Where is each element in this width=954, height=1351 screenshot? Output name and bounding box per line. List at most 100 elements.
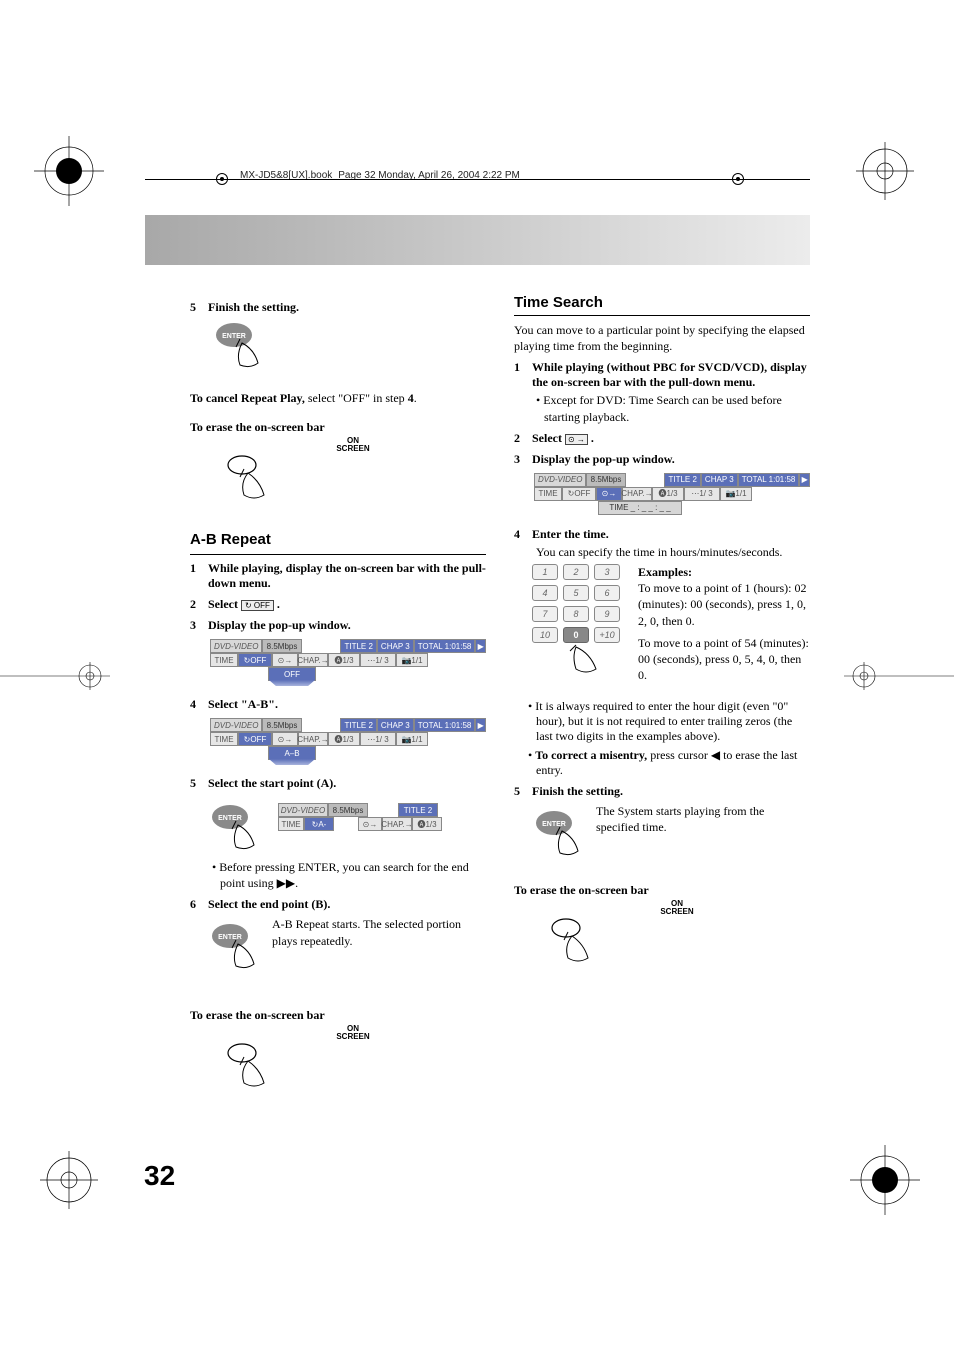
time-step-1-bullet: Except for DVD: Time Search can be used …	[536, 392, 810, 424]
ab-step-5-text: Select the start point (A).	[208, 776, 336, 791]
examples-block: Examples: To move to a point of 1 (hours…	[638, 564, 810, 687]
ab-step-6: 6 Select the end point (B).	[190, 897, 486, 912]
ab-step-4-text: Select "A-B".	[208, 697, 278, 712]
enter-press-graphic-2: ENTER	[210, 803, 260, 849]
key-2[interactable]: 2	[563, 564, 589, 580]
onscreen-label-2: ONSCREEN	[220, 1025, 486, 1041]
keypad-col: 1 2 3 4 5 6 7 8 9 10 0 +10	[532, 564, 620, 687]
time-step-2: 2 Select ⊙ → .	[514, 431, 810, 446]
examples-title: Examples:	[638, 564, 810, 580]
ab-step-3-text: Display the pop-up window.	[208, 618, 351, 633]
header-rule	[145, 179, 810, 180]
osd1-bitrate: 8.5Mbps	[262, 639, 301, 653]
onscreen-press-1	[220, 455, 280, 507]
example-1: To move to a point of 1 (hours): 02 (min…	[638, 580, 810, 629]
time-intro: You can move to a particular point by sp…	[514, 322, 810, 354]
time-step-2-text: Select ⊙ → .	[532, 431, 594, 446]
time-step-4-text: Enter the time.	[532, 527, 609, 542]
side-reg-left	[0, 656, 110, 696]
side-reg-right	[844, 656, 954, 696]
osd1-dvdvideo: DVD-VIDEO	[210, 639, 262, 653]
key-10[interactable]: 10	[532, 627, 558, 643]
key-3[interactable]: 3	[594, 564, 620, 580]
osd1-audio: 🅐 1/3	[328, 653, 360, 667]
time-step-3: 3 Display the pop-up window.	[514, 452, 810, 467]
ab-rule	[190, 554, 486, 555]
time-step-1: 1 While playing (without PBC for SVCD/VC…	[514, 360, 810, 390]
osd1-sub: ⋯ 1/ 3	[360, 653, 396, 667]
osd1-time: TIME	[210, 653, 238, 667]
osd1-total: TOTAL 1:01:58	[414, 639, 476, 653]
osd1-title: TITLE 2	[340, 639, 376, 653]
osd1-popup-off: OFF	[268, 667, 316, 681]
osd1-angle: 📷 1/1	[396, 653, 428, 667]
ab-step-1-text: While playing, display the on-screen bar…	[208, 561, 486, 591]
cancel-bold: To cancel Repeat Play,	[190, 391, 305, 405]
keypad-grid: 1 2 3 4 5 6 7 8 9 10 0 +10	[532, 564, 620, 643]
left-column: 5 Finish the setting. ENTER To cancel Re…	[190, 294, 486, 1095]
osd-bar-1: DVD-VIDEO 8.5Mbps TITLE 2 CHAP 3 TOTAL 1…	[210, 639, 486, 681]
page-content: 5 Finish the setting. ENTER To cancel Re…	[190, 294, 810, 1095]
svg-text:ENTER: ENTER	[222, 333, 246, 340]
key-1[interactable]: 1	[532, 564, 558, 580]
cancel-body: select "OFF" in step	[305, 391, 408, 405]
keypad-and-examples: 1 2 3 4 5 6 7 8 9 10 0 +10	[532, 564, 810, 687]
enter-press-graphic-1: ENTER	[214, 321, 264, 367]
ab-step6-row: ENTER A-B Repeat starts. The selected po…	[210, 916, 486, 968]
osd1-timeicon: ⊙→	[272, 653, 298, 667]
osd-bar-half: DVD-VIDEO 8.5Mbps TITLE 2 TIME ↻ A- ⊙→ C…	[278, 803, 442, 831]
time-step-3-text: Display the pop-up window.	[532, 452, 675, 467]
time-step-5-text: Finish the setting.	[532, 784, 623, 799]
ab-repeat-title: A-B Repeat	[190, 531, 486, 548]
right-column: Time Search You can move to a particular…	[514, 294, 810, 1095]
osd-bar-2: DVD-VIDEO 8.5Mbps TITLE 2 CHAP 3 TOTAL 1…	[210, 718, 486, 760]
osd1-chap: CHAP 3	[377, 639, 414, 653]
erase-onscreen-2: To erase the on-screen bar	[190, 1008, 486, 1023]
time-step5-desc: The System starts playing from the speci…	[596, 803, 810, 835]
title-band	[145, 215, 810, 265]
time-step-1-text: While playing (without PBC for SVCD/VCD)…	[532, 360, 810, 390]
time-note-1: It is always required to enter the hour …	[528, 699, 810, 744]
time-rule	[514, 315, 810, 316]
crop-mark-tl	[34, 136, 104, 206]
osd1-arrow: ▶	[475, 639, 486, 653]
time-search-title: Time Search	[514, 294, 810, 311]
time-step5-row: ENTER The System starts playing from the…	[534, 803, 810, 855]
onscreen-press-2	[220, 1043, 280, 1095]
time-goto-icon: ⊙ →	[565, 434, 588, 445]
onscreen-label-3: ONSCREEN	[544, 900, 810, 916]
cancel-repeat-text: To cancel Repeat Play, select "OFF" in s…	[190, 391, 486, 406]
ab-step-1: 1 While playing, display the on-screen b…	[190, 561, 486, 591]
ab-step-3: 3 Display the pop-up window.	[190, 618, 486, 633]
ab-step6-desc: A-B Repeat starts. The selected portion …	[272, 916, 486, 948]
key-5[interactable]: 5	[563, 585, 589, 601]
erase-onscreen-1: To erase the on-screen bar	[190, 420, 486, 435]
time-popup: TIME _ : _ _ : _ _	[598, 501, 682, 515]
svg-text:ENTER: ENTER	[542, 821, 566, 828]
cancel-step-num: 4	[408, 391, 414, 405]
enter-press-graphic-4: ENTER	[534, 809, 584, 855]
ab-step-4: 4 Select "A-B".	[190, 697, 486, 712]
ab-step-2: 2 Select ↻ OFF .	[190, 597, 486, 612]
ab-step5-graphic-row: ENTER DVD-VIDEO 8.5Mbps TITLE 2 TIME ↻	[210, 797, 486, 849]
page-number: 32	[144, 1160, 175, 1192]
key-7[interactable]: 7	[532, 606, 558, 622]
key-9[interactable]: 9	[594, 606, 620, 622]
crop-mark-br	[850, 1145, 920, 1215]
crop-mark-tr	[850, 136, 920, 206]
ab-step-6-text: Select the end point (B).	[208, 897, 330, 912]
key-4[interactable]: 4	[532, 585, 558, 601]
svg-text:ENTER: ENTER	[218, 815, 242, 822]
time-step-4: 4 Enter the time.	[514, 527, 810, 542]
svg-text:ENTER: ENTER	[218, 934, 242, 941]
onscreen-press-3	[544, 918, 604, 970]
key-8[interactable]: 8	[563, 606, 589, 622]
example-2: To move to a point of 54 (minutes): 00 (…	[638, 635, 810, 684]
crop-mark-bl	[34, 1145, 104, 1215]
keypad-hand	[562, 641, 612, 687]
enter-press-graphic-3: ENTER	[210, 922, 260, 968]
osd2-popup-ab: A–B	[268, 746, 316, 760]
osd-bar-time: DVD-VIDEO 8.5Mbps TITLE 2 CHAP 3 TOTAL 1…	[534, 473, 810, 515]
key-6[interactable]: 6	[594, 585, 620, 601]
left-step-5-text: Finish the setting.	[208, 300, 299, 315]
